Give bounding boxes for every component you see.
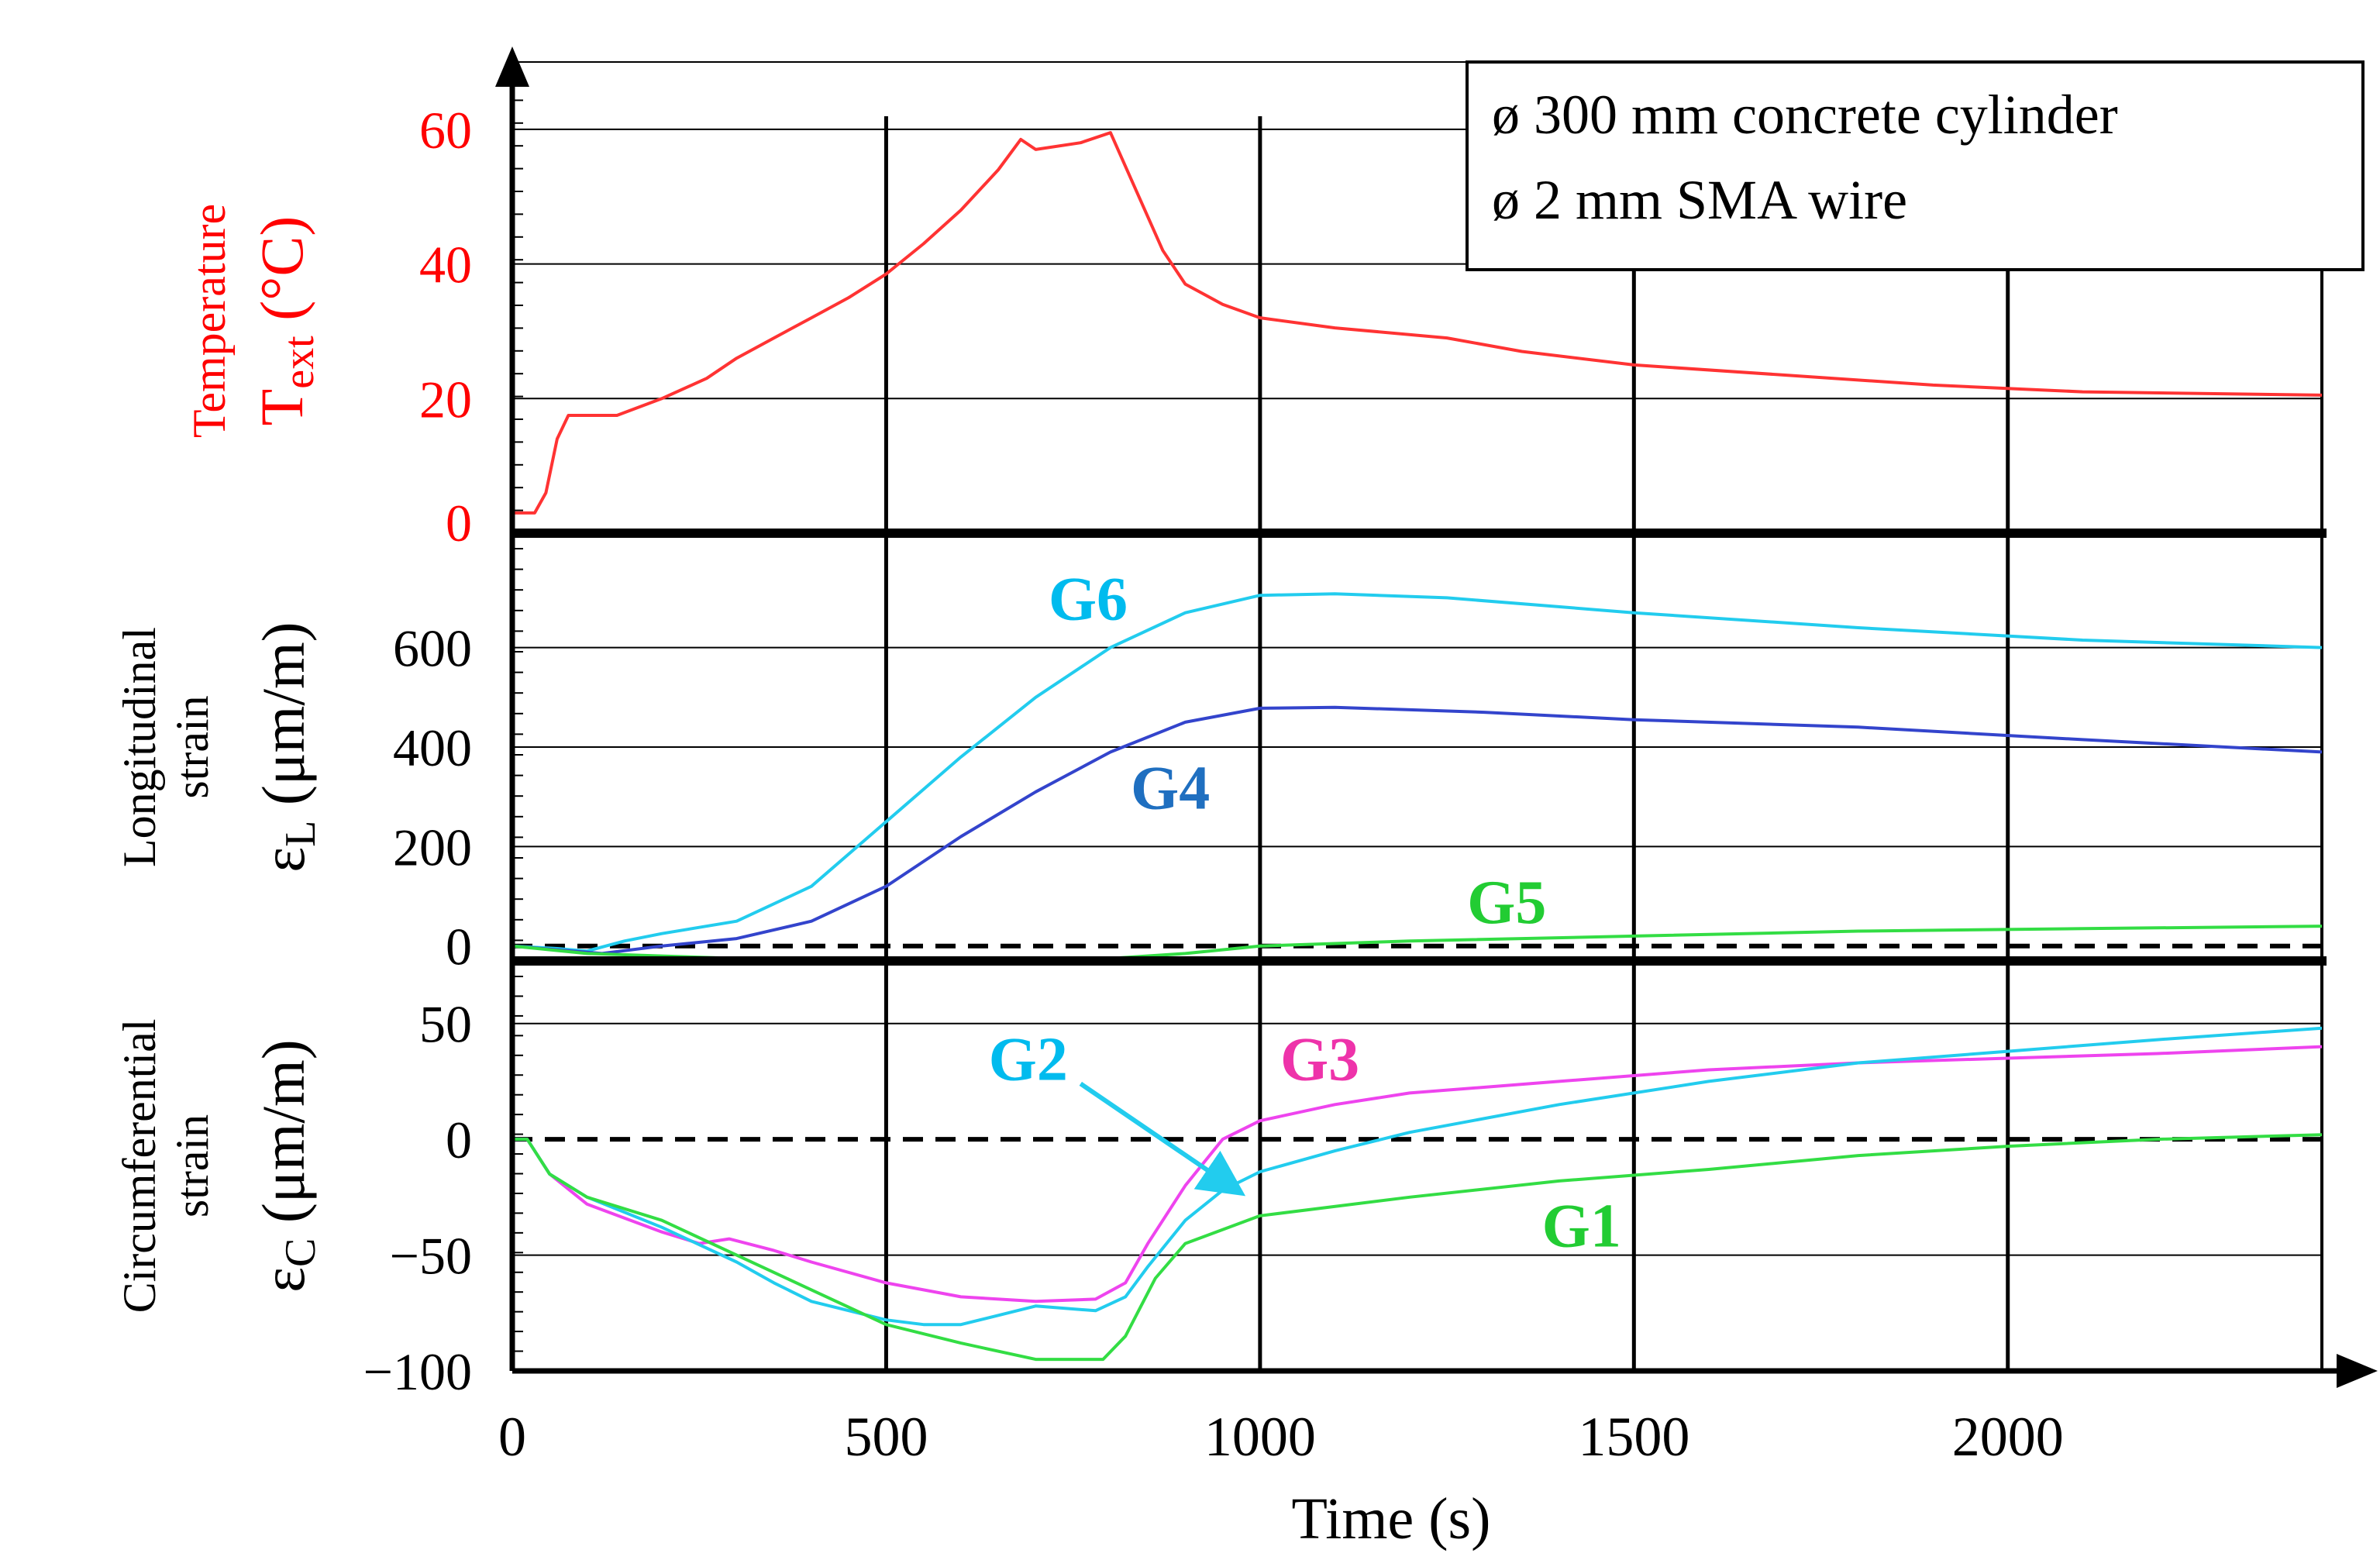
temperature-tick-label: 40 <box>419 236 472 294</box>
longitudinal-tick-label: 400 <box>393 718 472 777</box>
circumferential-tick-label: −100 <box>363 1342 472 1401</box>
annotation-g3: G3 <box>1280 1026 1359 1094</box>
series-g1 <box>512 1133 2323 1362</box>
circumferential-tick-label: 50 <box>419 995 472 1054</box>
axis-layer <box>495 46 2378 1388</box>
annotation-g2: G2 <box>989 1026 1068 1094</box>
series-g2 <box>512 1026 2323 1327</box>
longitudinal-ylabel-desc: Longitudinal <box>114 627 165 867</box>
series-g6 <box>511 592 2323 953</box>
x-tick-label: 2000 <box>1952 1406 2064 1468</box>
circumferential-ylabel-main: εC (μm/m) <box>250 1039 325 1292</box>
longitudinal-ylabel-desc2: strain <box>167 695 218 798</box>
legend-frame <box>1466 60 2365 271</box>
legend-box: ø 300 mm concrete cylinder ø 2 mm SMA wi… <box>1466 60 2365 271</box>
longitudinal-tick-label: 600 <box>393 619 472 678</box>
legend-line-1: ø 300 mm concrete cylinder <box>1492 84 2118 146</box>
x-tick-label: 500 <box>844 1406 928 1468</box>
circumferential-ylabel-desc: Circumferential <box>114 1019 165 1314</box>
longitudinal-tick-label: 0 <box>446 918 472 976</box>
temperature-ylabel-main: Text (°C) <box>248 216 323 426</box>
x-axis-title: Time (s) <box>1292 1486 1491 1551</box>
series-text <box>512 131 2323 515</box>
circumferential-ylabel-desc2: strain <box>167 1114 218 1217</box>
circumferential-tick-label: 0 <box>446 1111 472 1169</box>
g2-arrow <box>1079 1081 1246 1197</box>
series-g3 <box>512 1045 2323 1303</box>
temperature-tick-label: 0 <box>446 494 472 553</box>
circumferential-tick-label: −50 <box>390 1227 472 1286</box>
annotation-g6: G6 <box>1049 565 1128 633</box>
longitudinal-ylabel-main: εL (μm/m) <box>250 622 325 872</box>
label-layer: 0 20 40 60 Temperature Text (°C) 0 200 400 600 Lon… <box>114 101 2064 1551</box>
x-tick-label: 1000 <box>1204 1406 1316 1468</box>
temperature-tick-label: 20 <box>419 370 472 429</box>
temperature-tick-label: 60 <box>419 101 472 160</box>
annotation-g1: G1 <box>1542 1193 1621 1261</box>
x-axis-arrowhead <box>2337 1354 2378 1388</box>
series-g4 <box>511 705 2323 956</box>
legend-line-2: ø 2 mm SMA wire <box>1492 169 1907 231</box>
temperature-ylabel-desc: Temperature <box>184 204 235 438</box>
x-tick-label: 1500 <box>1578 1406 1689 1468</box>
series-layer <box>511 131 2323 1362</box>
x-tick-label: 0 <box>498 1406 526 1468</box>
annotation-g5: G5 <box>1467 869 1546 937</box>
y-axis-arrowhead <box>495 46 529 87</box>
annotation-g4: G4 <box>1131 754 1210 822</box>
longitudinal-tick-label: 200 <box>393 818 472 876</box>
